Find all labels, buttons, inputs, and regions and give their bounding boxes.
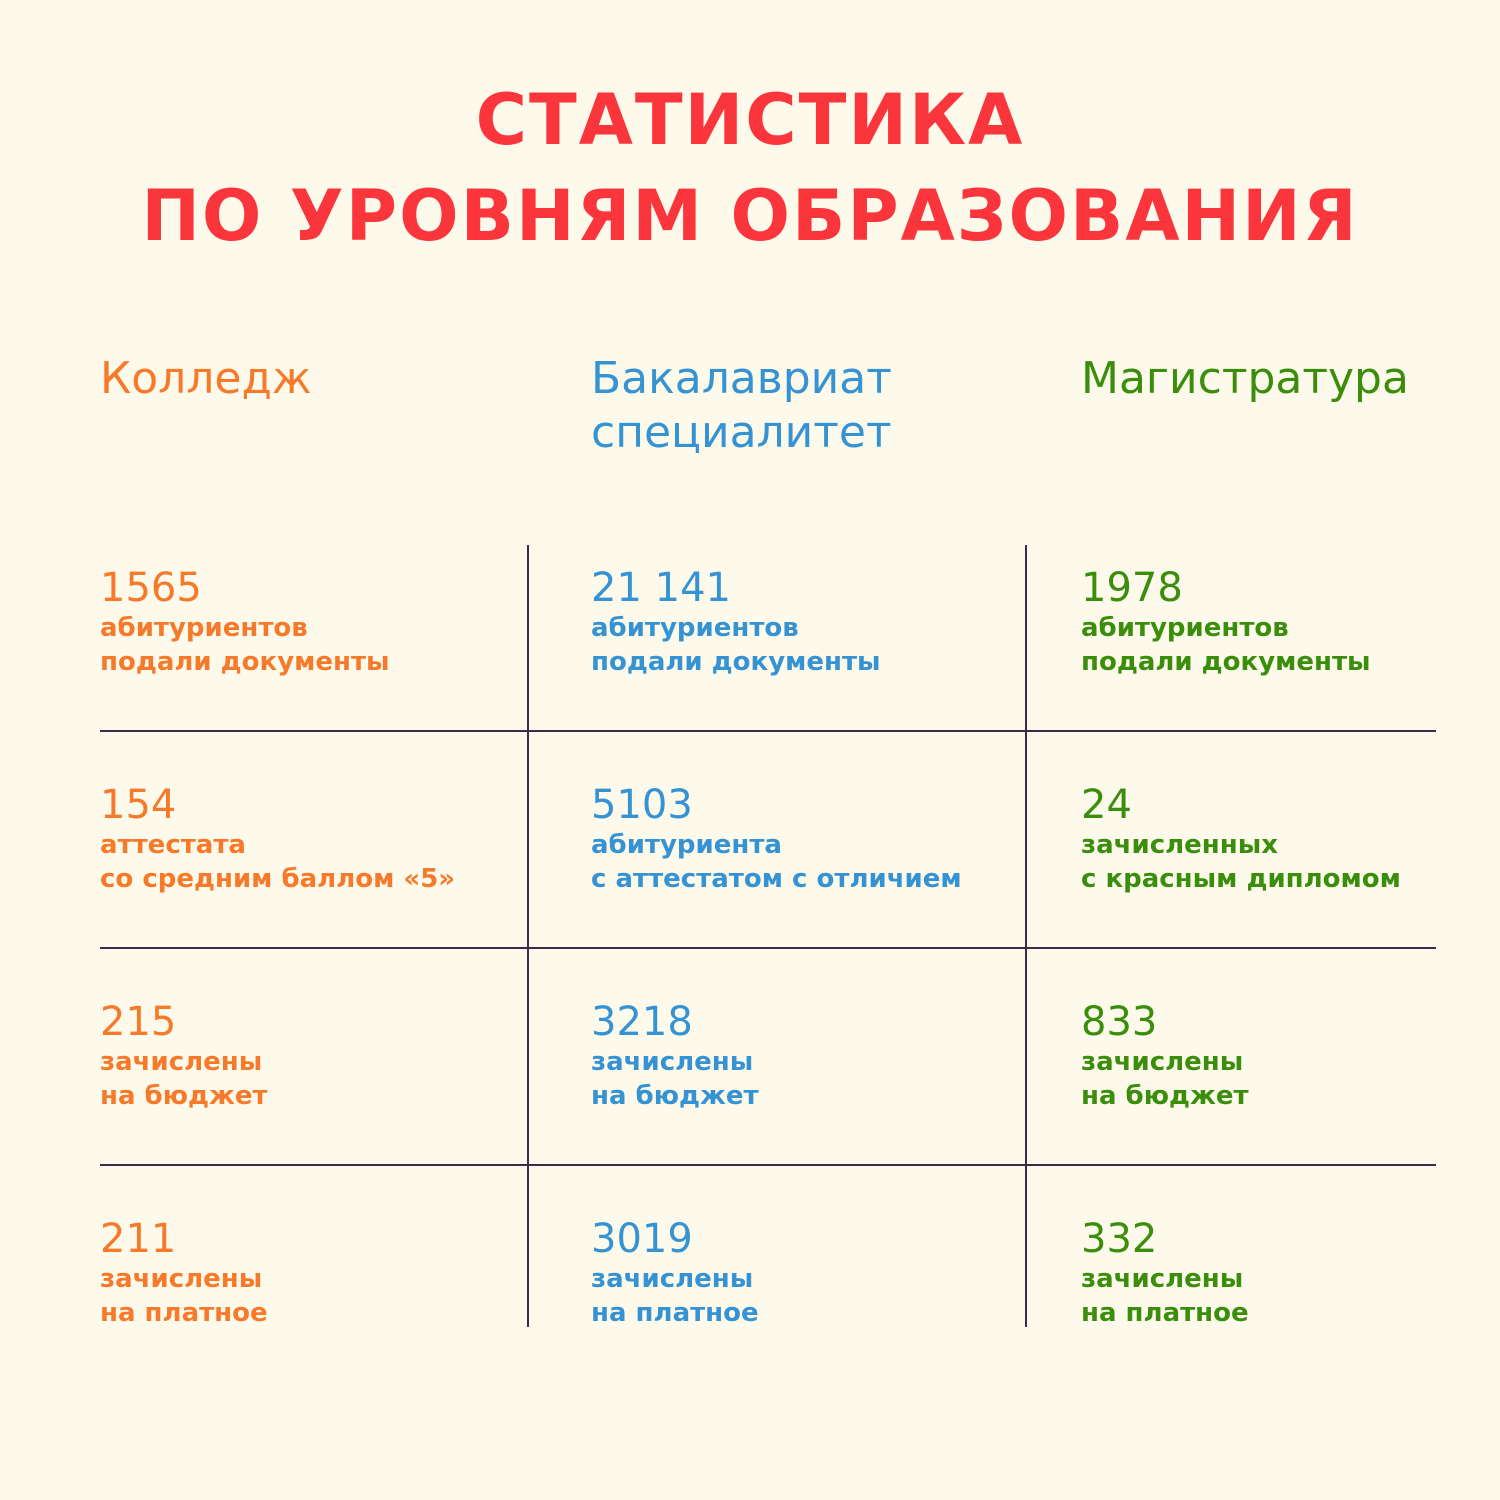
stat-label-line-1: аттестата xyxy=(100,830,246,860)
stat-cell-college-paid: 211 зачислены на платное xyxy=(100,1216,268,1330)
column-header-college: Колледж xyxy=(100,352,312,406)
grid-divider-horizontal-2 xyxy=(100,947,1436,949)
stat-label-line-1: зачислены xyxy=(591,1047,754,1077)
stat-value: 833 xyxy=(1081,999,1158,1045)
grid-divider-vertical-2 xyxy=(1025,545,1027,1327)
stat-cell-bachelor-paid: 3019 зачислены на платное xyxy=(591,1216,759,1330)
stat-label-line-1: абитуриента xyxy=(591,830,782,860)
stat-label-line-2: на бюджет xyxy=(1081,1081,1249,1111)
stat-value: 3218 xyxy=(591,999,693,1045)
page-title: СТАТИСТИКА ПО УРОВНЯМ ОБРАЗОВАНИЯ xyxy=(0,72,1500,264)
stat-label-line-1: зачислены xyxy=(100,1264,263,1294)
column-header-master-label: Магистратура xyxy=(1081,353,1409,404)
stat-value: 154 xyxy=(100,782,177,828)
stat-label-line-2: со средним баллом «5» xyxy=(100,864,456,894)
stat-label-line-2: подали документы xyxy=(1081,647,1371,677)
stat-label-line-1: абитуриентов xyxy=(100,613,308,643)
stat-cell-master-applicants: 1978 абитуриентов подали документы xyxy=(1081,565,1371,679)
stat-value: 1978 xyxy=(1081,565,1183,611)
stat-label-line-2: на платное xyxy=(1081,1298,1249,1328)
stat-label-line-1: абитуриентов xyxy=(591,613,799,643)
stat-cell-college-budget: 215 зачислены на бюджет xyxy=(100,999,268,1113)
stat-cell-bachelor-honors: 5103 абитуриента с аттестатом с отличием xyxy=(591,782,962,896)
stat-value: 5103 xyxy=(591,782,693,828)
column-header-bachelor-label: Бакалавриат xyxy=(591,353,892,404)
stat-label-line-2: подали документы xyxy=(591,647,881,677)
stat-value: 3019 xyxy=(591,1216,693,1262)
column-header-master: Магистратура xyxy=(1081,352,1409,406)
stat-label-line-2: на платное xyxy=(591,1298,759,1328)
column-header-bachelor-sublabel: специалитет xyxy=(591,407,892,458)
stat-label-line-1: зачислены xyxy=(591,1264,754,1294)
column-header-college-label: Колледж xyxy=(100,353,312,404)
grid-divider-vertical-1 xyxy=(527,545,529,1327)
stat-cell-college-honors: 154 аттестата со средним баллом «5» xyxy=(100,782,455,896)
column-header-bachelor: Бакалавриат специалитет xyxy=(591,352,892,460)
stat-label-line-2: с красным дипломом xyxy=(1081,864,1401,894)
stat-cell-bachelor-applicants: 21 141 абитуриентов подали документы xyxy=(591,565,881,679)
stat-value: 332 xyxy=(1081,1216,1158,1262)
stat-label-line-1: зачислены xyxy=(100,1047,263,1077)
grid-divider-horizontal-1 xyxy=(100,730,1436,732)
stat-cell-master-budget: 833 зачислены на бюджет xyxy=(1081,999,1249,1113)
stat-label-line-1: абитуриентов xyxy=(1081,613,1289,643)
title-line-1: СТАТИСТИКА xyxy=(475,79,1025,161)
stat-label-line-2: на платное xyxy=(100,1298,268,1328)
grid-divider-horizontal-3 xyxy=(100,1164,1436,1166)
stat-cell-master-honors: 24 зачисленных с красным дипломом xyxy=(1081,782,1401,896)
stat-label-line-2: с аттестатом с отличием xyxy=(591,864,962,894)
stat-cell-bachelor-budget: 3218 зачислены на бюджет xyxy=(591,999,759,1113)
stat-label-line-1: зачислены xyxy=(1081,1264,1244,1294)
stat-value: 211 xyxy=(100,1216,177,1262)
stat-value: 1565 xyxy=(100,565,202,611)
stat-label-line-1: зачисленных xyxy=(1081,830,1279,860)
stat-label-line-2: на бюджет xyxy=(591,1081,759,1111)
stat-label-line-1: зачислены xyxy=(1081,1047,1244,1077)
stat-label-line-2: подали документы xyxy=(100,647,390,677)
stat-value: 215 xyxy=(100,999,177,1045)
stat-cell-college-applicants: 1565 абитуриентов подали документы xyxy=(100,565,390,679)
title-line-2: ПО УРОВНЯМ ОБРАЗОВАНИЯ xyxy=(141,175,1359,257)
stat-cell-master-paid: 332 зачислены на платное xyxy=(1081,1216,1249,1330)
stat-value: 21 141 xyxy=(591,565,731,611)
stat-value: 24 xyxy=(1081,782,1132,828)
stat-label-line-2: на бюджет xyxy=(100,1081,268,1111)
